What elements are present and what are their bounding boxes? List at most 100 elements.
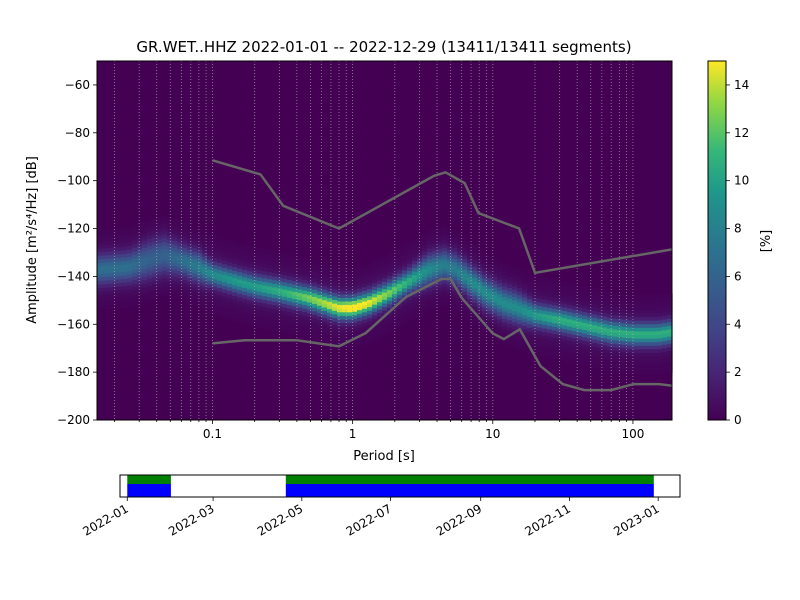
heatmap-cell	[592, 313, 598, 318]
heatmap-cell	[427, 237, 433, 242]
heatmap-cell	[457, 268, 463, 273]
heatmap-cell	[172, 272, 178, 277]
heatmap-cell	[502, 299, 508, 305]
heatmap-cell	[627, 312, 633, 317]
heatmap-cell	[257, 291, 263, 296]
heatmap-cell	[287, 275, 293, 280]
heatmap-cell	[242, 287, 248, 292]
heatmap-cell	[157, 281, 163, 287]
heatmap-cell	[252, 297, 258, 302]
heatmap-cell	[132, 247, 138, 252]
heatmap-cell	[607, 317, 613, 322]
heatmap-cell	[557, 352, 563, 357]
heatmap-cell	[507, 312, 513, 317]
heatmap-cell	[122, 238, 128, 244]
heatmap-cell	[277, 291, 283, 296]
heatmap-cell	[142, 240, 148, 245]
heatmap-cell	[602, 352, 608, 357]
heatmap-cell	[197, 271, 203, 276]
heatmap-cell	[542, 320, 548, 325]
heatmap-cell	[472, 302, 478, 307]
heatmap-cell	[477, 274, 483, 279]
heatmap-cell	[502, 314, 508, 319]
heatmap-cell	[452, 247, 458, 252]
heatmap-cell	[232, 266, 238, 271]
heatmap-cell	[517, 276, 523, 281]
heatmap-cell	[637, 338, 643, 343]
heatmap-cell	[642, 363, 648, 368]
heatmap-cell	[212, 253, 218, 258]
heatmap-cell	[477, 284, 483, 289]
heatmap-cell	[357, 277, 363, 282]
heatmap-cell	[102, 297, 108, 303]
heatmap-cell	[227, 308, 233, 313]
heatmap-cell	[602, 290, 608, 296]
heatmap-cell	[257, 258, 263, 263]
heatmap-cell	[362, 268, 368, 273]
heatmap-cell	[127, 281, 133, 286]
heatmap-cell	[547, 289, 553, 294]
heatmap-cell	[152, 236, 158, 242]
heatmap-cell	[317, 330, 323, 335]
heatmap-cell	[227, 268, 233, 273]
heatmap-cell	[547, 336, 553, 341]
heatmap-cell	[172, 254, 178, 259]
heatmap-cell	[182, 225, 188, 230]
colorbar-tick-label: 14	[734, 78, 749, 92]
heatmap-cell	[247, 292, 253, 297]
heatmap-cell	[282, 285, 288, 290]
heatmap-cell	[177, 245, 183, 250]
heatmap-cell	[562, 292, 568, 297]
heatmap-cell	[97, 258, 103, 264]
heatmap-cell	[332, 295, 338, 301]
heatmap-cell	[437, 266, 443, 271]
heatmap-cell	[137, 238, 143, 243]
heatmap-cell	[552, 326, 558, 331]
plot-frame	[96, 60, 673, 421]
heatmap-cell	[262, 306, 268, 311]
heatmap-cell	[552, 283, 558, 288]
heatmap-cell	[372, 314, 378, 320]
heatmap-cell	[467, 241, 473, 246]
heatmap-cell	[362, 272, 368, 277]
heatmap-cell	[507, 273, 513, 278]
heatmap-cell	[182, 286, 188, 291]
heatmap-cell	[222, 249, 228, 254]
heatmap-cell	[402, 284, 408, 289]
heatmap-cell	[172, 236, 178, 242]
probability-density-heatmap	[97, 216, 673, 375]
heatmap-cell	[297, 331, 303, 337]
heatmap-cell	[217, 240, 223, 245]
heatmap-cell	[117, 257, 123, 262]
heatmap-cell	[372, 293, 378, 298]
heatmap-cell	[117, 242, 123, 248]
heatmap-cell	[207, 251, 213, 256]
heatmap-cell	[447, 281, 453, 286]
heatmap-cell	[442, 225, 448, 230]
heatmap-cell	[482, 317, 488, 322]
heatmap-cell	[137, 241, 143, 247]
heatmap-cell	[617, 332, 623, 338]
heatmap-cell	[607, 363, 613, 369]
heatmap-cell	[417, 304, 423, 309]
heatmap-cell	[287, 308, 293, 313]
heatmap-cell	[162, 262, 168, 267]
heatmap-cell	[297, 278, 303, 283]
heatmap-cell	[142, 243, 148, 248]
heatmap-cell	[542, 309, 548, 315]
heatmap-cell	[517, 280, 523, 285]
heatmap-cell	[482, 313, 488, 319]
heatmap-cell	[607, 306, 613, 311]
heatmap-cell	[97, 251, 103, 256]
heatmap-cell	[652, 348, 658, 353]
heatmap-cell	[352, 325, 358, 330]
heatmap-cell	[597, 318, 603, 323]
heatmap-cell	[607, 324, 613, 329]
heatmap-cell	[502, 292, 508, 297]
heatmap-cell	[242, 305, 248, 310]
heatmap-cell	[117, 289, 123, 294]
heatmap-cell	[112, 300, 118, 305]
heatmap-cell	[152, 269, 158, 274]
heatmap-cell	[137, 245, 143, 250]
heatmap-cell	[447, 285, 453, 290]
